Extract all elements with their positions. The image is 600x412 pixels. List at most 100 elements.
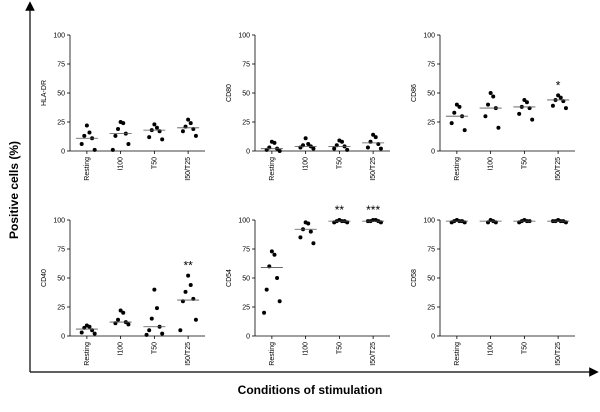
panel-y-label: HLA-DR <box>41 80 48 106</box>
x-tick-label: I100 <box>118 157 125 171</box>
y-tick-label: 25 <box>242 305 250 312</box>
panel-y-label: CD40 <box>41 269 48 287</box>
x-tick-label: T50 <box>521 342 528 354</box>
x-tick-label: T50 <box>336 342 343 354</box>
data-point <box>193 133 198 138</box>
data-point <box>149 316 154 321</box>
data-point <box>116 126 121 131</box>
x-tick-label: I50/T25 <box>185 157 192 181</box>
y-tick-label: 100 <box>423 218 435 225</box>
y-tick-label: 50 <box>427 276 435 283</box>
y-tick-label: 0 <box>431 334 435 341</box>
x-tick-label: T50 <box>151 342 158 354</box>
data-point <box>462 128 467 133</box>
data-point <box>186 273 191 278</box>
data-point <box>154 125 159 130</box>
data-point <box>126 322 131 327</box>
data-point <box>311 241 316 246</box>
y-tick-label: 75 <box>427 247 435 254</box>
data-point <box>277 299 282 304</box>
data-point <box>524 100 529 105</box>
data-point <box>522 97 527 102</box>
y-tick-label: 100 <box>53 33 65 40</box>
x-tick-label: I100 <box>488 157 495 171</box>
y-tick-label: 0 <box>431 149 435 156</box>
data-point <box>262 310 267 315</box>
x-tick-label: I50/T25 <box>185 342 192 366</box>
data-point <box>186 117 191 122</box>
data-point <box>306 142 311 147</box>
y-axis-title: Positive cells (%) <box>7 141 21 239</box>
x-tick-label: I100 <box>488 342 495 356</box>
x-tick-label: Resting <box>84 157 91 181</box>
data-point <box>332 146 337 151</box>
data-point <box>277 149 282 153</box>
y-tick-label: 0 <box>61 149 65 156</box>
data-point <box>373 135 378 140</box>
y-tick-label: 75 <box>57 62 65 69</box>
data-point <box>183 289 188 294</box>
data-point <box>308 229 313 234</box>
y-tick-label: 25 <box>57 305 65 312</box>
data-point <box>558 95 563 100</box>
data-point <box>180 129 185 134</box>
x-tick-label: Resting <box>454 342 461 366</box>
data-point <box>550 103 555 108</box>
data-point <box>449 121 454 126</box>
data-point <box>303 136 308 141</box>
data-point <box>311 146 316 151</box>
data-point <box>92 331 97 336</box>
data-point <box>121 310 126 315</box>
y-tick-label: 0 <box>61 334 65 341</box>
y-tick-label: 25 <box>57 120 65 127</box>
y-tick-label: 50 <box>242 276 250 283</box>
y-tick-label: 100 <box>53 218 65 225</box>
x-tick-label: Resting <box>269 342 276 366</box>
y-tick-label: 75 <box>57 247 65 254</box>
data-point <box>488 91 493 95</box>
data-point <box>160 137 165 142</box>
data-point <box>188 282 193 287</box>
data-point <box>339 139 344 144</box>
data-point <box>82 133 87 138</box>
data-point <box>178 328 183 333</box>
data-point <box>87 324 92 329</box>
data-point <box>306 221 311 226</box>
significance: ** <box>183 259 193 273</box>
y-tick-label: 0 <box>246 149 250 156</box>
data-point <box>452 110 457 115</box>
panel-y-label: CD58 <box>411 269 418 287</box>
data-point <box>486 102 491 107</box>
data-point <box>147 135 152 140</box>
y-tick-label: 50 <box>57 276 65 283</box>
y-tick-label: 25 <box>427 120 435 127</box>
data-point <box>79 330 84 335</box>
x-tick-label: I50/T25 <box>370 157 377 181</box>
y-tick-label: 100 <box>238 33 250 40</box>
x-tick-label: I50/T25 <box>370 342 377 366</box>
data-point <box>269 249 274 254</box>
data-point <box>87 130 92 135</box>
y-tick-label: 50 <box>242 91 250 98</box>
data-point <box>113 133 118 138</box>
x-tick-label: I100 <box>303 157 310 171</box>
data-point <box>371 132 376 137</box>
data-point <box>193 317 198 322</box>
data-point <box>118 308 123 313</box>
data-point <box>79 142 84 147</box>
data-point <box>147 328 152 333</box>
data-point <box>152 122 157 127</box>
y-tick-label: 100 <box>423 33 435 40</box>
data-point <box>92 147 97 152</box>
y-tick-label: 50 <box>427 91 435 98</box>
data-point <box>84 123 89 128</box>
y-tick-label: 75 <box>242 247 250 254</box>
data-point <box>264 287 269 292</box>
data-point <box>483 114 488 119</box>
data-point <box>298 235 303 240</box>
data-point <box>110 147 115 152</box>
y-tick-label: 75 <box>242 62 250 69</box>
x-tick-label: I100 <box>118 342 125 356</box>
significance: ** <box>335 203 345 217</box>
data-point <box>275 276 280 280</box>
